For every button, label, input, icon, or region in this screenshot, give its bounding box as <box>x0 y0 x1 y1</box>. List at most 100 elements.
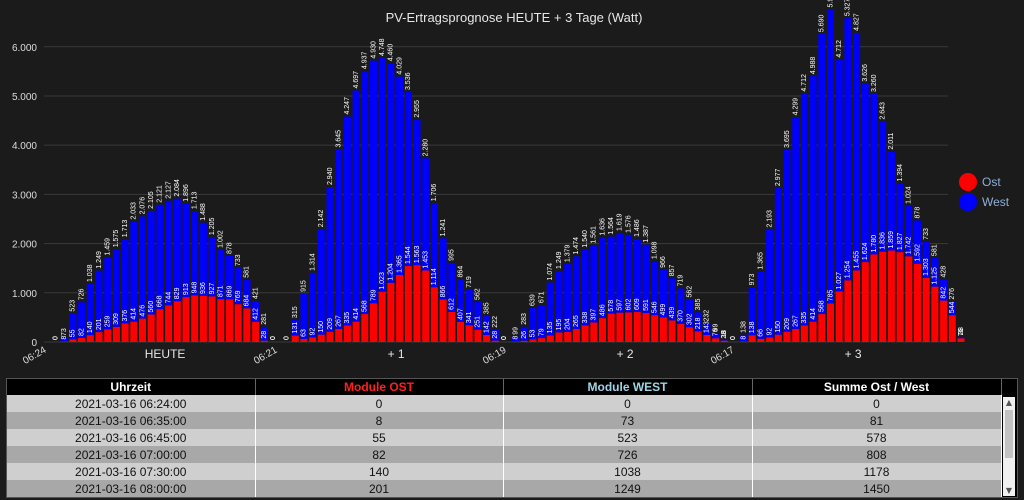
data-label-ost: 1.592 <box>914 244 921 262</box>
bar-west <box>95 270 103 333</box>
bar-ost <box>861 262 869 342</box>
scroll-down-icon[interactable]: ▼ <box>1005 486 1013 495</box>
data-label-west: 878 <box>914 207 921 219</box>
bar-ost <box>165 305 173 342</box>
data-label-ost: 412 <box>252 308 259 320</box>
column-header-time[interactable]: Uhrzeit <box>7 379 256 395</box>
data-label-west: 2.280 <box>423 139 430 157</box>
table-row[interactable]: 2021-03-16 06:45:00 55 523 578 <box>7 429 1002 446</box>
bar-ost <box>659 317 667 342</box>
data-label-west: 2.105 <box>148 191 155 209</box>
bar-west <box>896 183 904 253</box>
data-label-west: 3.626 <box>862 64 869 82</box>
table-row[interactable]: 2021-03-16 08:00:00 201 1249 1450 <box>7 480 1002 497</box>
data-label-ost: 26 <box>521 331 528 339</box>
bar-west <box>633 238 641 313</box>
data-label-ost: 370 <box>678 310 685 322</box>
data-label-ost: 499 <box>660 304 667 316</box>
bar-ost <box>69 339 77 342</box>
data-label-west: 276 <box>949 288 956 300</box>
data-label-ost: 66 <box>758 329 765 337</box>
data-label-west: 4.712 <box>836 40 843 58</box>
data-label-west: 1.488 <box>200 203 207 221</box>
table-row[interactable]: 2021-03-16 06:35:00 8 73 81 <box>7 412 1002 429</box>
bar-ost <box>686 327 693 342</box>
data-label-ost: 476 <box>139 305 146 317</box>
y-axis: 0 1.000 2.000 3.000 4.000 5.000 6.000 <box>12 43 37 349</box>
bar-ost <box>112 326 120 342</box>
data-label-west: 5.973 <box>827 0 834 7</box>
bar-ost <box>887 250 895 342</box>
data-label-west: 915 <box>301 280 308 292</box>
data-label-west: 864 <box>457 266 464 278</box>
scrollbar-thumb[interactable] <box>1005 410 1013 458</box>
bar-west <box>748 287 756 336</box>
column-header-ost[interactable]: Module OST <box>255 379 504 395</box>
bar-west <box>538 305 546 339</box>
bar-ost <box>370 303 377 342</box>
bar-west <box>199 222 207 296</box>
bar-west <box>740 334 747 342</box>
bar-west <box>818 34 826 315</box>
bar-ost <box>78 337 86 342</box>
bar-ost <box>922 277 930 342</box>
data-label-ost: 28 <box>721 331 728 339</box>
y-tick-label: 1.000 <box>12 289 37 300</box>
table-row[interactable]: 2021-03-16 07:00:00 82 726 808 <box>7 446 1002 463</box>
data-label-west: 1.474 <box>573 237 580 255</box>
data-label-ost: 267 <box>336 315 343 327</box>
data-label-west: 4.712 <box>801 74 808 92</box>
data-label-ost: 668 <box>157 295 164 307</box>
data-label-ost: 1.204 <box>388 263 395 281</box>
vertical-scrollbar[interactable]: ▲ ▼ <box>1003 397 1015 496</box>
bar-ost <box>309 337 317 342</box>
table-row[interactable]: 2021-03-16 07:30:00 140 1038 1178 <box>7 463 1002 480</box>
column-header-west[interactable]: Module WEST <box>503 379 753 395</box>
bar-west <box>766 229 774 338</box>
data-label-ost: 1.827 <box>897 232 904 250</box>
bar-ost <box>326 331 334 342</box>
data-table: Uhrzeit Module OST Module WEST Summe Ost… <box>7 379 1002 497</box>
data-label-ost: 251 <box>475 316 482 328</box>
data-label-ost: 142 <box>483 321 490 333</box>
x-day-label: + 3 <box>845 347 862 361</box>
bar-west <box>69 313 77 340</box>
bar-ost <box>766 337 774 342</box>
data-label-ost: 927 <box>209 283 216 295</box>
data-label-ost: 302 <box>686 313 693 325</box>
table-row[interactable]: 2021-03-16 06:24:00 0 0 0 <box>7 395 1002 412</box>
data-label-west: 966 <box>660 256 667 268</box>
data-label-ost: 546 <box>652 301 659 313</box>
bar-ost <box>853 270 861 342</box>
bar-ost <box>896 252 904 342</box>
bar-ost <box>252 321 260 342</box>
bar-west <box>800 93 808 326</box>
bar-west <box>581 249 589 326</box>
data-label-ost: 8 <box>61 336 68 340</box>
bar-ost <box>774 334 782 342</box>
bar-ost <box>422 270 430 342</box>
data-label-west: 385 <box>483 302 490 314</box>
scroll-up-icon[interactable]: ▲ <box>1005 398 1013 407</box>
bar-ost <box>95 332 103 342</box>
bar-ost <box>905 256 913 342</box>
bar-west <box>783 149 791 332</box>
bar-west <box>625 234 633 313</box>
data-label-west: 1.706 <box>431 184 438 202</box>
data-label-west: 281 <box>261 313 268 325</box>
data-label-west: 1.896 <box>183 184 190 202</box>
cell-time: 2021-03-16 06:35:00 <box>7 412 256 429</box>
data-label-west: 2.142 <box>318 210 325 228</box>
data-label-ost: 92 <box>766 328 773 336</box>
data-label-ost: 1.544 <box>405 246 412 264</box>
data-label-ost: 544 <box>949 301 956 313</box>
bar-west <box>112 249 120 327</box>
column-header-sum[interactable]: Summe Ost / West <box>752 379 1002 395</box>
data-label-west: 2.643 <box>880 102 887 120</box>
data-label-ost: 1.742 <box>906 237 913 255</box>
data-label-west: 995 <box>449 249 456 261</box>
data-label-ost: 871 <box>218 285 225 297</box>
data-label-ost: 1.836 <box>880 232 887 250</box>
x-tick-start-time: 06:17 <box>709 345 737 367</box>
bar-west <box>396 76 404 275</box>
